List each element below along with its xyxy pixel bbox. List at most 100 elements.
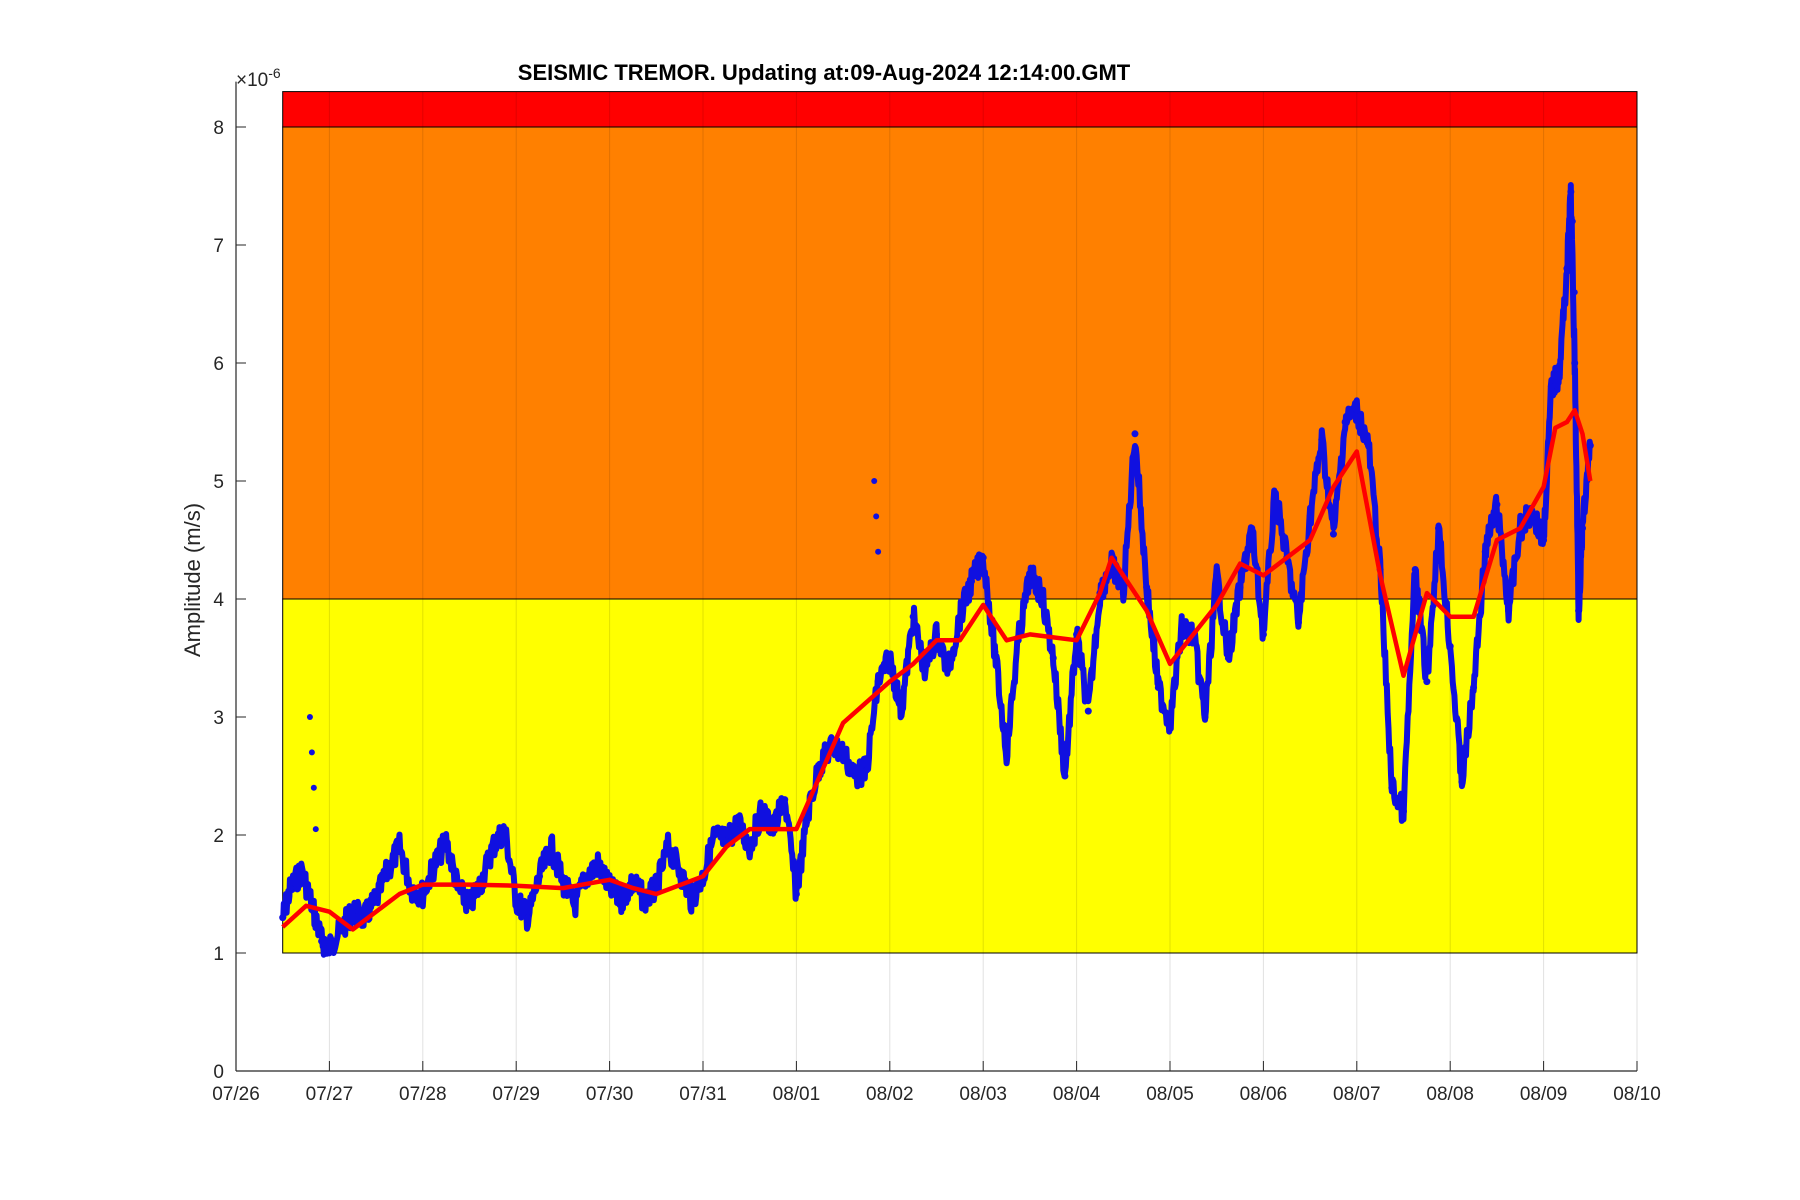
x-tick-label: 08/08 (1426, 1084, 1474, 1105)
raw-sample-point (1446, 642, 1454, 650)
raw-sample-point (711, 831, 719, 839)
raw-sample-point (722, 837, 730, 845)
raw-amplitude-trace (280, 182, 1594, 958)
raw-sample-point (1318, 436, 1326, 444)
y-tick-label: 6 (213, 354, 224, 375)
raw-sample-point (1049, 654, 1057, 662)
raw-sample-point (839, 748, 847, 756)
raw-sample-point (1061, 772, 1069, 780)
band-orange (282, 126, 1638, 600)
raw-sample-point (1400, 807, 1407, 815)
raw-sample-point (874, 678, 882, 686)
band-yellow (282, 598, 1638, 954)
raw-sample-point (372, 896, 380, 904)
raw-outlier-point (1571, 289, 1578, 296)
raw-sample-point (1505, 607, 1513, 615)
raw-sample-point (1423, 678, 1431, 686)
y-multiplier-label: ×10-6 (236, 65, 281, 91)
raw-sample-point (1259, 630, 1267, 638)
raw-sample-point (1586, 442, 1594, 450)
raw-sample-point (501, 825, 509, 833)
raw-sample-point (944, 666, 952, 674)
x-tick-label: 08/07 (1333, 1084, 1381, 1105)
vertical-grid (328, 91, 1638, 1071)
raw-sample-point (419, 890, 427, 898)
x-tick-label: 07/29 (492, 1084, 540, 1105)
axes (235, 81, 1637, 1072)
raw-sample-point (757, 807, 765, 815)
y-tick-label: 3 (213, 708, 224, 729)
moving-average-line (281, 407, 1593, 932)
x-tick-label: 07/31 (679, 1084, 727, 1105)
threshold-bands (282, 91, 1638, 954)
raw-outlier-point (871, 478, 878, 484)
raw-sample-point (1166, 719, 1174, 727)
y-tick-label: 5 (213, 472, 224, 493)
raw-outlier-point (873, 513, 880, 520)
raw-sample-point (676, 866, 684, 874)
raw-sample-point (909, 613, 917, 621)
y-multiplier-base: ×10 (236, 70, 268, 91)
raw-sample-point (792, 890, 800, 898)
raw-sample-point (1143, 583, 1151, 591)
x-tick-labels: 07/26 07/27 07/28 07/29 07/30 07/31 08/01 08/02… (212, 1061, 1661, 1105)
x-tick-label: 07/30 (586, 1084, 634, 1105)
raw-sample-point (664, 843, 672, 851)
raw-sample-point (466, 902, 473, 910)
raw-sample-point (1571, 359, 1579, 367)
raw-sample-point (1341, 418, 1349, 426)
raw-sample-point (1201, 713, 1209, 721)
raw-sample-point (571, 902, 579, 910)
x-tick-label: 07/26 (212, 1084, 260, 1105)
raw-sample-point (1119, 589, 1127, 597)
raw-sample-point (886, 654, 894, 662)
raw-sample-point (1388, 784, 1396, 792)
raw-sample-point (1458, 778, 1466, 786)
raw-sample-point (1540, 536, 1548, 544)
raw-sample-point (641, 896, 649, 904)
x-tick-label: 08/04 (1053, 1084, 1101, 1105)
raw-sample-point (395, 843, 403, 851)
raw-sample-point (979, 554, 987, 562)
raw-sample-point (1248, 524, 1256, 532)
raw-sample-point (337, 925, 345, 933)
raw-sample-point (921, 666, 929, 674)
raw-sample-point (512, 896, 520, 904)
raw-sample-point (1131, 430, 1139, 438)
raw-sample-point (559, 878, 567, 886)
x-tick-label: 07/28 (399, 1084, 447, 1105)
raw-sample-point (1084, 707, 1092, 715)
x-tick-label: 08/09 (1520, 1084, 1568, 1105)
raw-sample-point (1224, 654, 1232, 662)
raw-sample-point (594, 861, 602, 868)
raw-sample-point (816, 760, 824, 768)
raw-sample-point (1567, 188, 1575, 196)
raw-sample-point (734, 819, 742, 827)
x-tick-label: 08/06 (1240, 1084, 1288, 1105)
raw-sample-point (1575, 607, 1583, 615)
raw-outlier-point (312, 826, 319, 833)
x-tick-label: 08/05 (1146, 1084, 1194, 1105)
raw-sample-point (746, 843, 754, 851)
raw-sample-point (652, 884, 660, 892)
raw-sample-point (606, 884, 614, 892)
x-tick-label: 08/02 (866, 1084, 914, 1105)
raw-sample-point (1547, 383, 1555, 391)
chart-title: SEISMIC TREMOR. Updating at:09-Aug-2024 … (518, 60, 1131, 85)
y-tick-label: 8 (213, 118, 224, 139)
raw-sample-point (897, 707, 905, 715)
raw-sample-point (547, 843, 555, 851)
raw-sample-point (1178, 625, 1186, 632)
raw-sample-point (1493, 501, 1501, 509)
raw-sample-point (991, 648, 999, 656)
raw-sample-point (1364, 442, 1372, 450)
raw-sample-point (862, 766, 870, 774)
y-tick-label: 2 (213, 826, 224, 847)
band-red (282, 91, 1638, 128)
raw-sample-point (629, 878, 637, 886)
raw-sample-point (1306, 512, 1314, 520)
raw-outlier-point (1569, 218, 1576, 225)
raw-sample-point (325, 943, 333, 951)
raw-sample-point (1271, 489, 1279, 497)
